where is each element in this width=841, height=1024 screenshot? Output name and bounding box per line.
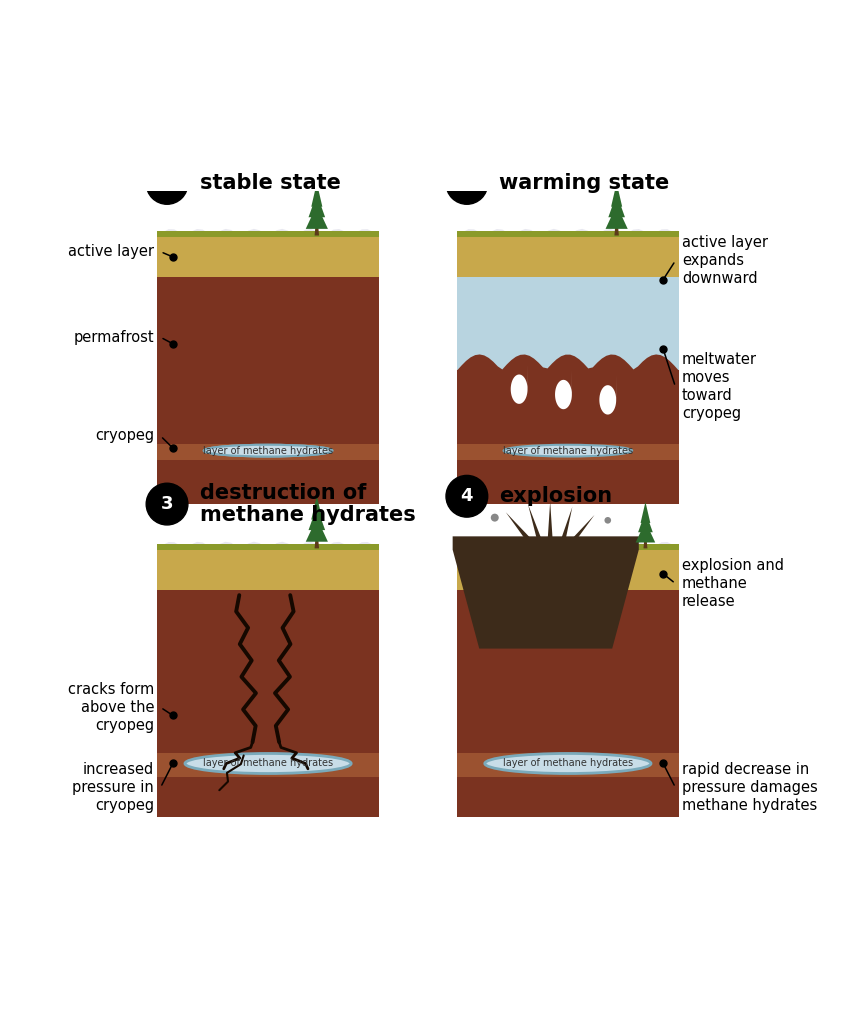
Polygon shape: [458, 550, 679, 590]
Polygon shape: [452, 537, 639, 648]
Polygon shape: [641, 502, 650, 523]
Ellipse shape: [504, 444, 632, 457]
Polygon shape: [636, 521, 655, 543]
Polygon shape: [458, 542, 679, 550]
Polygon shape: [606, 205, 627, 229]
Text: increased
pressure in
cryopeg: increased pressure in cryopeg: [72, 762, 154, 813]
Polygon shape: [458, 544, 679, 550]
Text: layer of methane hydrates: layer of methane hydrates: [203, 759, 333, 768]
Text: explosion: explosion: [500, 486, 612, 506]
Text: cracks form
above the
cryopeg: cracks form above the cryopeg: [68, 682, 154, 733]
Polygon shape: [555, 370, 572, 410]
Polygon shape: [157, 237, 378, 504]
Circle shape: [146, 483, 188, 525]
Polygon shape: [528, 504, 542, 540]
Text: layer of methane hydrates: layer of methane hydrates: [503, 759, 633, 768]
Polygon shape: [458, 753, 679, 777]
Circle shape: [491, 514, 499, 521]
Polygon shape: [309, 194, 325, 217]
Polygon shape: [309, 507, 325, 530]
Polygon shape: [311, 496, 322, 519]
Polygon shape: [157, 228, 378, 237]
Text: 3: 3: [161, 495, 173, 513]
Polygon shape: [157, 544, 378, 550]
Polygon shape: [573, 515, 595, 541]
Polygon shape: [157, 542, 378, 550]
Text: rapid decrease in
pressure damages
methane hydrates: rapid decrease in pressure damages metha…: [682, 762, 817, 813]
Polygon shape: [458, 237, 679, 276]
Polygon shape: [157, 753, 378, 777]
Ellipse shape: [204, 444, 332, 457]
Polygon shape: [547, 502, 553, 539]
Text: permafrost: permafrost: [73, 330, 154, 345]
Polygon shape: [157, 550, 378, 817]
Polygon shape: [600, 375, 616, 415]
Polygon shape: [611, 183, 622, 207]
Polygon shape: [561, 507, 573, 540]
Polygon shape: [638, 512, 653, 532]
Polygon shape: [643, 540, 648, 549]
Polygon shape: [458, 276, 679, 371]
Text: destruction of
methane hydrates: destruction of methane hydrates: [199, 483, 415, 525]
Text: active layer
expands
downward: active layer expands downward: [682, 236, 768, 286]
Polygon shape: [157, 237, 378, 276]
Circle shape: [446, 475, 488, 517]
Polygon shape: [157, 444, 378, 460]
Text: 1: 1: [161, 174, 173, 193]
Text: active layer: active layer: [68, 244, 154, 259]
Polygon shape: [315, 225, 319, 236]
Polygon shape: [458, 444, 679, 460]
Polygon shape: [615, 225, 619, 236]
Text: warming state: warming state: [500, 173, 669, 194]
Polygon shape: [458, 231, 679, 237]
Polygon shape: [458, 228, 679, 237]
Circle shape: [446, 163, 488, 204]
Polygon shape: [157, 231, 378, 237]
Text: meltwater
moves
toward
cryopeg: meltwater moves toward cryopeg: [682, 352, 757, 421]
Polygon shape: [458, 550, 679, 817]
Polygon shape: [311, 183, 322, 207]
Ellipse shape: [185, 754, 352, 773]
Text: 2: 2: [461, 174, 473, 193]
Ellipse shape: [484, 754, 651, 773]
Text: cryopeg: cryopeg: [95, 428, 154, 443]
Polygon shape: [157, 550, 378, 590]
Text: layer of methane hydrates: layer of methane hydrates: [203, 445, 333, 456]
Polygon shape: [510, 365, 527, 403]
Text: layer of methane hydrates: layer of methane hydrates: [503, 445, 633, 456]
Circle shape: [605, 517, 611, 523]
Text: explosion and
methane
release: explosion and methane release: [682, 558, 784, 609]
Polygon shape: [458, 354, 679, 371]
Polygon shape: [306, 518, 328, 542]
Polygon shape: [458, 237, 679, 504]
Polygon shape: [505, 512, 530, 541]
Text: 4: 4: [461, 487, 473, 505]
Polygon shape: [608, 194, 625, 217]
Text: stable state: stable state: [199, 173, 341, 194]
Ellipse shape: [204, 444, 332, 457]
Polygon shape: [306, 205, 328, 229]
Circle shape: [146, 163, 188, 204]
Polygon shape: [315, 539, 319, 549]
